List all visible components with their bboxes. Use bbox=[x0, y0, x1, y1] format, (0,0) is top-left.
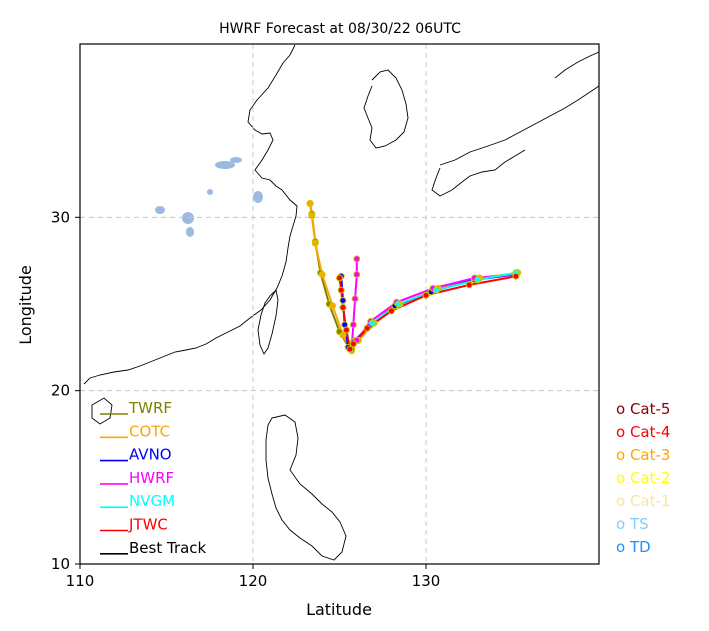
legend-label: COTC bbox=[129, 422, 170, 440]
x-tick-label: 110 bbox=[66, 572, 95, 590]
track-point bbox=[394, 300, 402, 308]
track-point bbox=[346, 345, 354, 353]
track-point bbox=[342, 326, 350, 334]
legend-label: NVGM bbox=[129, 492, 175, 510]
lakes bbox=[155, 157, 263, 237]
x-tick-label: 130 bbox=[412, 572, 441, 590]
lake bbox=[182, 212, 194, 224]
chart-title: HWRF Forecast at 08/30/22 06UTC bbox=[219, 21, 461, 37]
coastline bbox=[83, 44, 600, 561]
legend-label: JTWC bbox=[128, 516, 168, 534]
track-point bbox=[353, 271, 361, 279]
track-point bbox=[336, 274, 343, 282]
category-legend-item: o Cat-5 bbox=[616, 400, 671, 418]
lake bbox=[207, 189, 213, 195]
category-legend-item: o Cat-3 bbox=[616, 446, 671, 464]
lake bbox=[253, 191, 263, 203]
philippines-coast bbox=[265, 414, 347, 561]
plot-area bbox=[80, 44, 599, 564]
category-legend-item: o Cat-2 bbox=[616, 469, 671, 487]
korea-coast bbox=[363, 69, 409, 149]
x-axis-label: Latitude bbox=[306, 600, 372, 619]
track-point bbox=[329, 302, 337, 310]
category-legend-item: o TD bbox=[616, 538, 651, 556]
track-point bbox=[306, 199, 314, 207]
track-point bbox=[311, 239, 319, 247]
china-coast bbox=[83, 44, 298, 385]
track-point bbox=[318, 271, 326, 279]
category-legend-item: o Cat-4 bbox=[616, 423, 671, 441]
y-tick-label: 10 bbox=[51, 555, 70, 573]
track-point bbox=[351, 295, 359, 303]
lake bbox=[230, 157, 242, 163]
legend-label: AVNO bbox=[129, 446, 172, 464]
category-legend-item: o Cat-1 bbox=[616, 492, 671, 510]
gridlines bbox=[80, 44, 599, 564]
tick-labels: 110 120 130 10 20 30 bbox=[51, 208, 440, 590]
y-tick-label: 20 bbox=[51, 382, 70, 400]
taiwan-coast bbox=[257, 289, 279, 355]
legend-label: TWRF bbox=[128, 399, 172, 417]
track-point bbox=[474, 276, 482, 284]
track-point bbox=[308, 212, 316, 220]
x-tick-label: 120 bbox=[239, 572, 268, 590]
lake bbox=[186, 227, 194, 237]
track-point bbox=[339, 297, 347, 305]
legend: TWRF COTC AVNO HWRF NVGM JTWC Best Track bbox=[100, 399, 207, 557]
legend-label: HWRF bbox=[129, 469, 174, 487]
category-legend: o Cat-5 o Cat-4 o Cat-3 o Cat-2 o Cat-1 o TS o… bbox=[616, 398, 670, 559]
japan-coast bbox=[431, 51, 600, 197]
track-point bbox=[349, 340, 357, 348]
tick-marks bbox=[75, 216, 427, 569]
track-point bbox=[339, 303, 347, 311]
track-point bbox=[422, 291, 430, 299]
category-legend-item: o TS bbox=[616, 515, 649, 533]
hainan-coast bbox=[91, 397, 113, 425]
axes-frame bbox=[79, 43, 600, 565]
track-point bbox=[363, 324, 371, 332]
track-point bbox=[337, 286, 345, 294]
map-axes: 110 120 130 10 20 30 Latitude Longitude TWRF C… bbox=[16, 43, 600, 619]
y-axis-label: Longitude bbox=[16, 265, 35, 345]
track-point bbox=[349, 321, 357, 329]
track-point bbox=[387, 307, 395, 315]
track-point bbox=[432, 286, 440, 294]
lake bbox=[215, 161, 235, 169]
track-point bbox=[368, 319, 376, 327]
legend-label: Best Track bbox=[129, 539, 207, 557]
track-point bbox=[353, 255, 361, 263]
track-markers bbox=[306, 199, 522, 355]
track-point bbox=[512, 272, 520, 280]
y-tick-label: 30 bbox=[51, 208, 70, 226]
track-point bbox=[339, 331, 347, 339]
track-point bbox=[465, 281, 473, 289]
lake bbox=[155, 206, 165, 214]
